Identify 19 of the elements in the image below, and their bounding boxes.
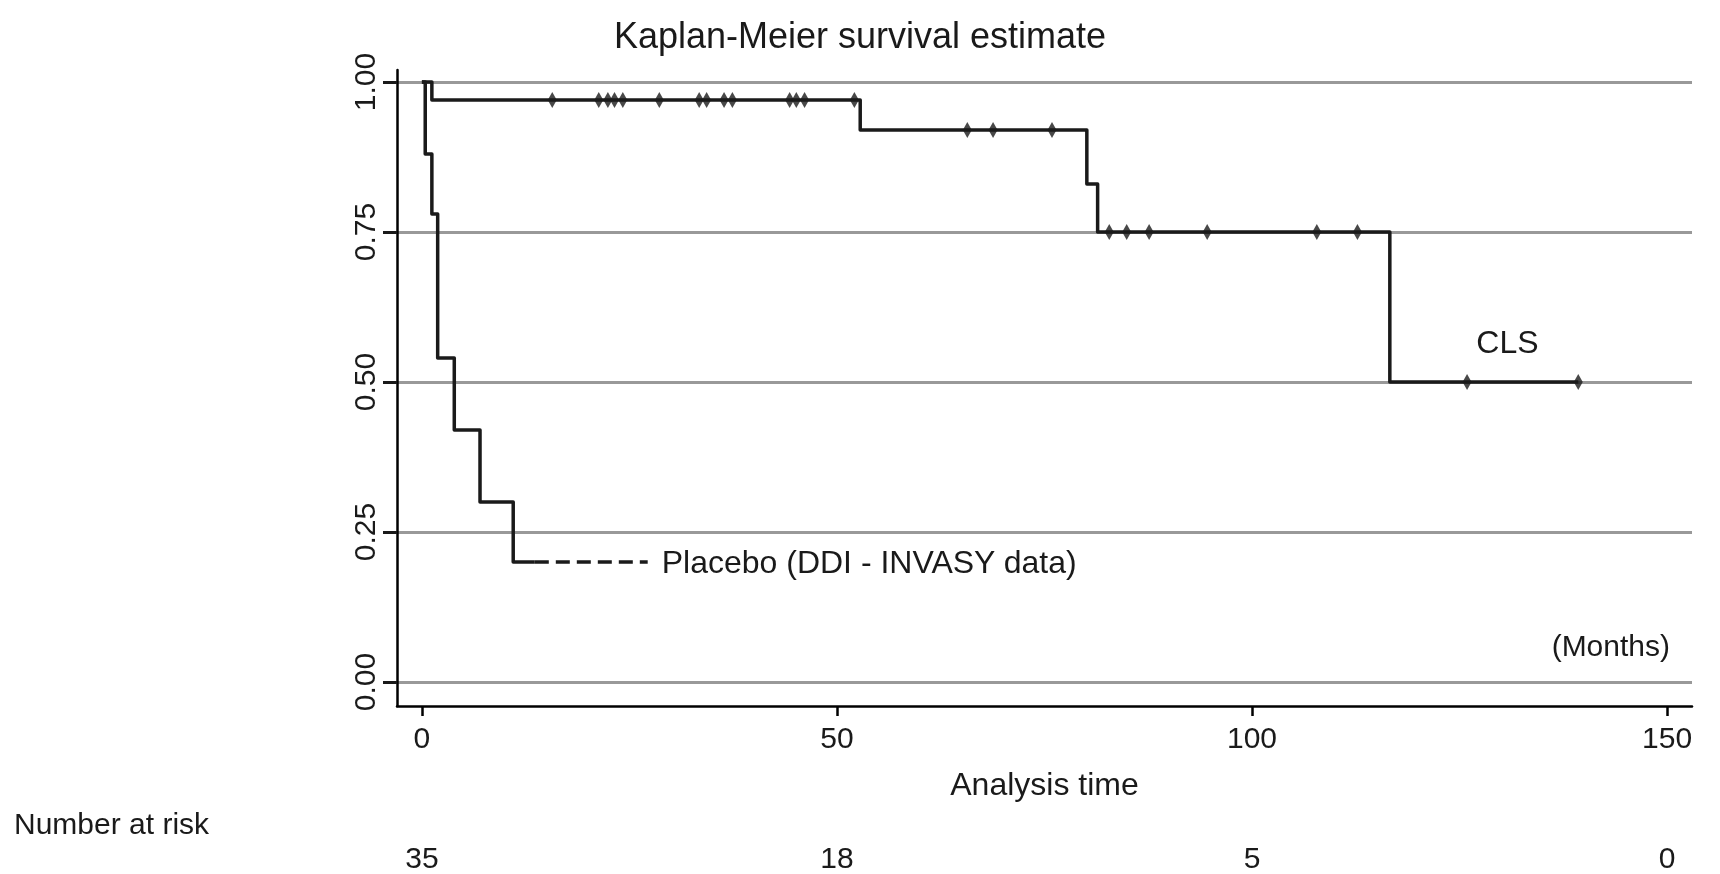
y-tick-label: 0.00	[347, 652, 381, 712]
text: 35	[405, 840, 439, 874]
series-label: Placebo (DDI - INVASY data)	[661, 544, 1077, 580]
x-axis-title: Analysis time	[950, 766, 1139, 802]
text: 5	[1243, 840, 1261, 874]
x-tick-label: 50	[820, 720, 854, 754]
chart-title: Kaplan-Meier survival estimate	[613, 14, 1107, 56]
text: 18	[820, 840, 854, 874]
y-tick-label: 0.50	[347, 352, 381, 412]
y-tick-label: 1.00	[347, 52, 381, 112]
x-tick-label: 100	[1227, 720, 1278, 754]
series-label: CLS	[1476, 324, 1539, 360]
text: Number at risk	[14, 806, 211, 840]
annotation: (Months)	[1551, 628, 1670, 662]
y-tick-label: 0.75	[347, 202, 381, 262]
y-tick-label: 0.25	[347, 502, 381, 562]
x-tick-label: 0	[413, 720, 431, 754]
x-tick-label: 150	[1642, 720, 1693, 754]
text: 0	[1658, 840, 1676, 874]
